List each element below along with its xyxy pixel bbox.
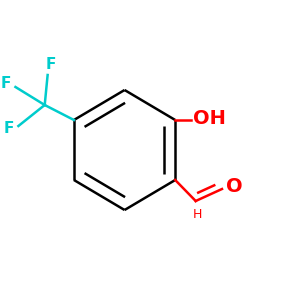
Text: F: F: [1, 76, 11, 92]
Text: F: F: [45, 57, 56, 72]
Text: H: H: [193, 208, 202, 221]
Text: F: F: [4, 122, 14, 136]
Text: O: O: [226, 176, 243, 196]
Text: OH: OH: [193, 109, 226, 128]
